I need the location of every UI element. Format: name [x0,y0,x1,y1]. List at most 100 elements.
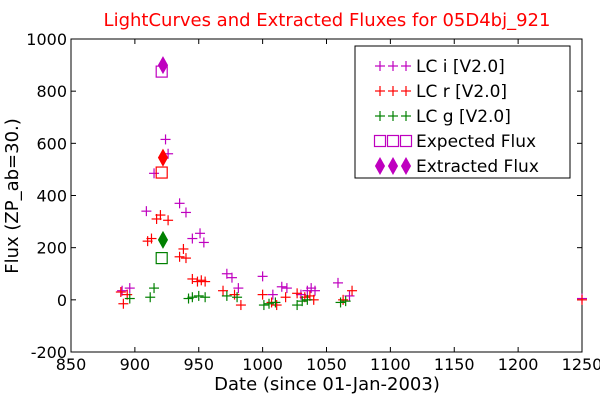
data-point-plus [146,233,157,244]
data-point-plus [281,283,292,294]
y-tick-label: 200 [36,239,67,258]
data-point-plus [344,290,355,301]
data-point-plus [271,300,282,311]
x-tick-label: 1050 [306,355,347,374]
data-point-plus [180,207,191,218]
legend-marker-plus [401,61,411,71]
legend-label: LC g [V2.0] [416,107,511,127]
data-point-plus [270,297,281,308]
axis-ticks: 850 900 950 1000 1050 1100 1150 1200 1250 -200 0 20… [26,30,600,374]
legend-label: LC i [V2.0] [416,57,505,77]
data-point-plus [155,210,166,221]
legend-marker-plus [375,86,385,96]
data-point-plus [264,298,275,309]
data-point-plus [338,294,349,305]
legend-marker-square [373,134,387,148]
legend-label: LC r [V2.0] [416,82,507,102]
data-point-plus [302,294,313,305]
legend-label: Expected Flux [416,132,536,152]
legend-item: LC r [V2.0] [375,82,507,102]
data-point-plus [115,287,126,298]
data-point-plus [310,285,321,296]
data-point-plus [149,283,160,294]
series-plus [117,134,587,304]
data-point-plus [257,271,268,282]
data-point-plus [340,296,351,307]
data-point-plus [180,253,191,264]
series-diamond [157,148,169,167]
legend-item: Extracted Flux [374,156,539,177]
data-point-plus [258,300,269,311]
data-point-plus [187,273,198,284]
data-point-plus [160,134,171,145]
data-point-plus [292,288,303,299]
legend-marker-square [386,134,400,148]
x-tick-label: 950 [183,355,214,374]
x-tick-label: 1250 [562,355,600,374]
legend-item: Expected Flux [373,132,536,152]
series-diamond [157,230,169,249]
data-point-plus [195,228,206,239]
legend-item: LC i [V2.0] [375,57,505,77]
x-tick-label: 1150 [434,355,475,374]
data-point-plus [347,285,358,296]
series-plus [115,210,587,311]
data-point-plus [221,268,232,279]
legend: LC i [V2.0] LC r [V2.0] LC g [V2.0] Expecte… [354,45,571,179]
data-point-plus [335,297,346,308]
data-point-plus [233,283,244,294]
data-point-plus [193,290,204,301]
data-point-plus [267,289,278,300]
data-point-plus [276,281,287,292]
data-point-plus [141,206,152,217]
data-point-plus [187,292,198,303]
data-points [115,56,587,311]
data-point-plus [187,233,198,244]
data-point-plus [163,215,174,226]
data-point-diamond [157,56,169,75]
series-square [155,252,168,265]
data-point-plus [226,272,237,283]
data-point-plus [235,300,246,311]
legend-marker-plus [375,61,385,71]
y-tick-label: 600 [36,134,67,153]
x-tick-label: 900 [120,355,151,374]
legend-marker-plus [388,111,398,121]
y-tick-label: -200 [31,343,67,362]
y-tick-label: 1000 [26,30,67,49]
y-tick-label: 0 [57,291,67,310]
x-tick-label: 1200 [498,355,539,374]
series-diamond [157,56,169,75]
data-point-plus [232,292,243,303]
data-point-plus [124,293,135,304]
legend-marker-plus [401,111,411,121]
data-point-plus [117,285,128,296]
legend-marker-plus [375,111,385,121]
legend-box [354,45,571,179]
x-axis-label: Date (since 01-Jan-2003) [214,374,440,395]
data-point-plus [577,294,587,305]
data-point-plus [174,198,185,209]
data-point-plus [200,292,211,303]
data-point-plus [332,277,343,288]
series-plus [124,283,351,311]
data-point-square [155,252,168,265]
legend-marker-plus [388,61,398,71]
data-point-square [155,166,168,179]
data-point-diamond [157,148,169,167]
legend-marker-square [399,134,413,148]
data-point-plus [178,243,189,254]
data-point-plus [257,289,268,300]
data-point-plus [292,300,303,311]
x-tick-label: 850 [56,355,87,374]
data-point-plus [297,296,308,307]
y-tick-label: 400 [36,187,67,206]
legend-marker-diamond [400,156,412,176]
data-point-plus [218,285,229,296]
data-point-plus [124,283,135,294]
x-tick-label: 1100 [370,355,411,374]
data-point-plus [145,292,156,303]
data-point-plus [280,292,291,303]
data-point-plus [221,290,232,301]
legend-marker-plus [401,86,411,96]
